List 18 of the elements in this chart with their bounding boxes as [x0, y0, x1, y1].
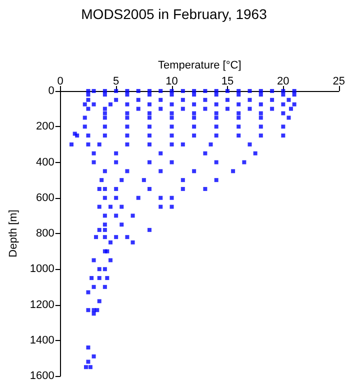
x-tick-label: 0 [57, 76, 64, 88]
y-tick-label: 0 [48, 85, 54, 97]
y-tick-label: 200 [36, 120, 54, 133]
x-axis-title: Temperature [°C] [158, 60, 242, 72]
y-tick-label: 600 [36, 192, 54, 204]
x-tick-label: 20 [277, 76, 290, 88]
y-tick-label: 400 [36, 156, 54, 168]
x-tick-label: 15 [221, 76, 234, 88]
y-axis-title: Depth [m] [8, 210, 20, 258]
y-tick-label: 1200 [30, 298, 54, 311]
y-tick-label: 800 [36, 228, 54, 240]
y-tick-label: 1000 [30, 263, 54, 276]
x-tick-label: 10 [166, 76, 178, 88]
x-tick-label: 5 [113, 76, 120, 88]
chart-title: MODS2005 in February, 1963 [81, 6, 268, 22]
y-tick-label: 1400 [30, 334, 54, 346]
x-tick-label: 25 [332, 76, 346, 88]
y-tick-label: 1600 [30, 370, 54, 382]
